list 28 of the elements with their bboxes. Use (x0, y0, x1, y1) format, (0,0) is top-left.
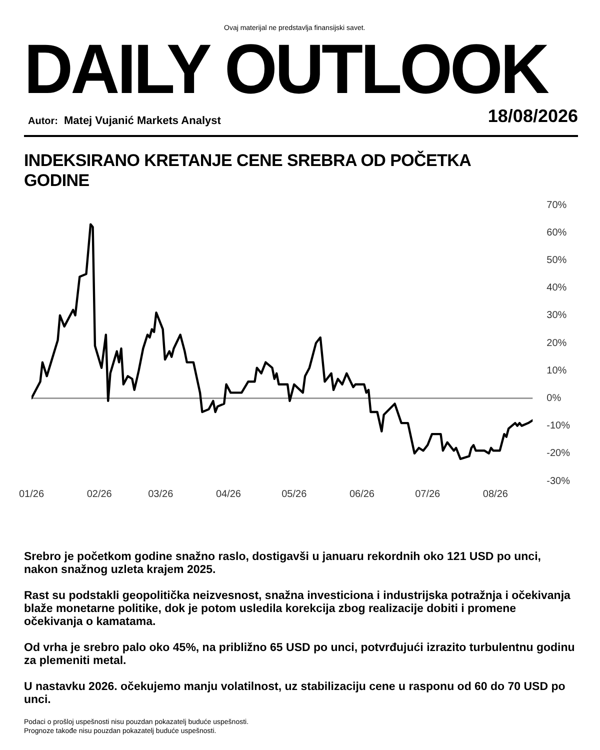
x-tick-label: 01/26 (18, 488, 44, 500)
y-tick-label: 0% (546, 392, 562, 404)
text: Matej Vujanić Markets Analyst (64, 115, 221, 127)
y-tick-label: 40% (546, 282, 567, 294)
y-tick-label: -10% (546, 420, 570, 432)
x-tick-label: 08/26 (482, 488, 508, 500)
x-tick-label: 02/26 (86, 488, 112, 500)
x-tick-label: 06/26 (349, 488, 375, 500)
x-tick-label: 05/26 (282, 488, 308, 500)
y-tick-label: 30% (546, 310, 567, 322)
text: Autor: (28, 116, 58, 127)
y-tick-label: 60% (546, 227, 567, 238)
text: U nastavku 2026. očekujemo manju volatilnost, uz stabilizaciju cene u rasponu od 60 do 70 USD po unci. (24, 681, 566, 707)
x-tick-label: 03/26 (148, 488, 174, 500)
y-tick-label: -30% (546, 476, 570, 487)
text: Srebro je početkom godine snažno raslo, dostigavši u januaru rekordnih oko 121 USD po unci, nakon snažnog uzleta krajem 2025. (24, 551, 542, 577)
text: Rast su podstakli geopolitička neizvesnost, snažna investiciona i industrijska potražnja i očekivanja blaže monetarne politike, dok je potom usledila korekcija zbog realizacije dobiti i promene očekivanja o kamatama. (24, 590, 572, 629)
chart-subtitle: INDEKSIRANO KRETANJE CENE SREBRA OD POČETKA GODINE (24, 151, 472, 191)
text: Od vrha je srebro palo oko 45%, na približno 65 USD po unci, potvrđujući izrazito turbulentnu godinu za plemeniti metal. (24, 642, 576, 668)
x-tick-label: 04/26 (216, 488, 242, 500)
y-tick-label: 50% (546, 254, 567, 266)
y-tick-label: 70% (546, 200, 567, 211)
y-tick-label: -20% (546, 448, 570, 460)
x-tick-label: 07/26 (415, 488, 441, 500)
chart-title: DAILY OUTLOOK (24, 30, 549, 108)
text: 18/08/2026 (488, 106, 578, 127)
y-tick-label: 20% (546, 338, 567, 349)
y-tick-label: 10% (546, 365, 567, 376)
